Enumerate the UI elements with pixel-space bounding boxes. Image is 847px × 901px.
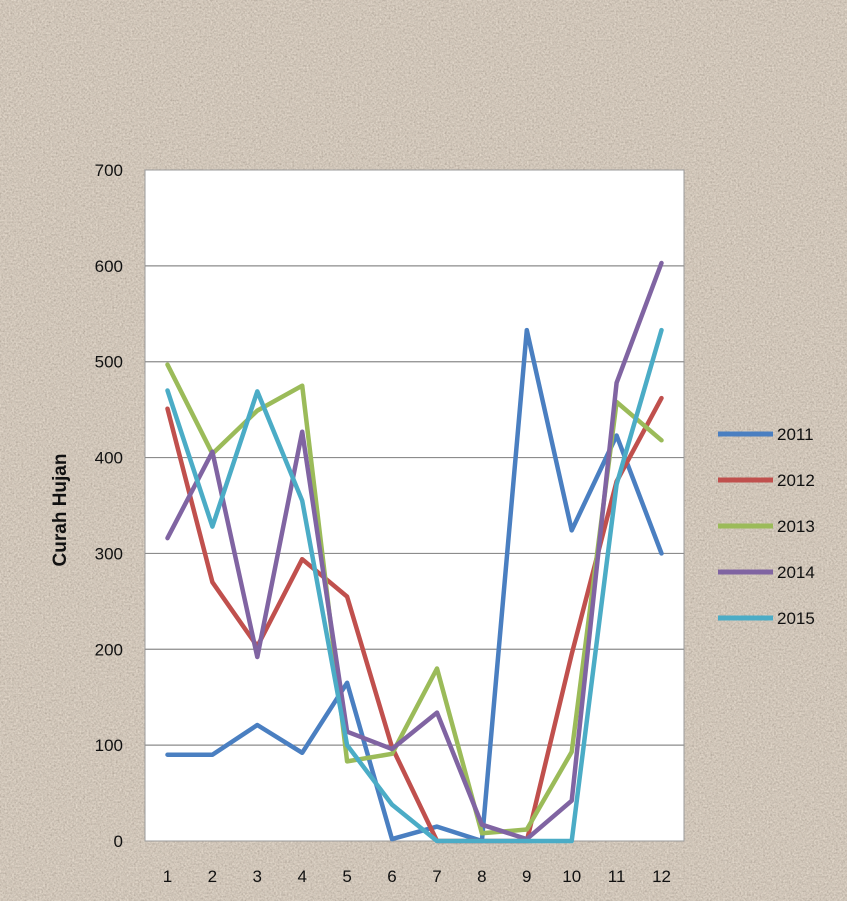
series-line-2015 <box>165 327 664 844</box>
y-tick-label: 100 <box>95 736 123 755</box>
x-tick-label: 1 <box>163 867 172 886</box>
series-line-2014 <box>165 260 664 842</box>
x-tick-label: 4 <box>297 867 306 886</box>
x-tick-label: 11 <box>608 867 626 886</box>
y-tick-labels: 0 100 200 300 400 500 600 700 <box>95 161 123 851</box>
y-tick-label: 700 <box>95 161 123 180</box>
y-tick-label: 200 <box>95 640 123 659</box>
x-tick-label: 5 <box>342 867 351 886</box>
legend-label: 2011 <box>777 425 814 444</box>
x-tick-label: 7 <box>432 867 441 886</box>
legend-label: 2012 <box>777 471 815 490</box>
y-tick-label: 500 <box>95 353 123 372</box>
y-tick-label: 300 <box>95 544 123 563</box>
x-tick-label: 10 <box>562 867 581 886</box>
legend-label: 2014 <box>777 563 815 582</box>
x-tick-label: 8 <box>477 867 486 886</box>
y-axis-label: Curah Hujan <box>50 454 71 567</box>
y-tick-label: 400 <box>95 449 123 468</box>
y-tick-label: 0 <box>114 832 123 851</box>
x-tick-label: 3 <box>253 867 262 886</box>
legend: 2011 2012 2013 2014 2015 <box>718 425 815 628</box>
x-tick-label: 9 <box>522 867 531 886</box>
x-tick-label: 6 <box>387 867 396 886</box>
y-tick-label: 600 <box>95 257 123 276</box>
legend-label: 2015 <box>777 609 815 628</box>
x-tick-label: 12 <box>652 867 671 886</box>
series-line-2011 <box>165 327 664 844</box>
series-line-2012 <box>165 395 664 844</box>
x-tick-label: 2 <box>208 867 217 886</box>
legend-label: 2013 <box>777 517 815 536</box>
x-tick-labels: 1 2 3 4 5 6 7 8 9 10 11 12 <box>163 867 671 886</box>
series-lines <box>165 260 664 844</box>
